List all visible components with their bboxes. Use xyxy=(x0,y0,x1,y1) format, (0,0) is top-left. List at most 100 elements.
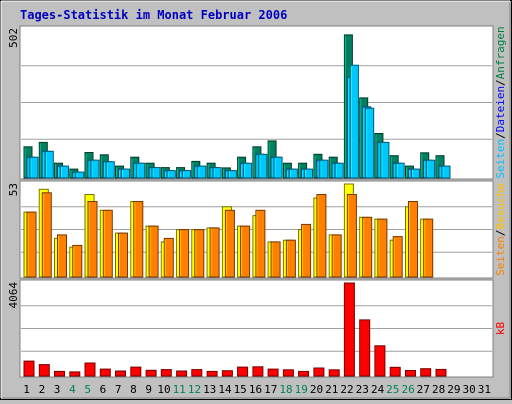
legend-item: Seiten xyxy=(494,139,507,179)
bar-kb-kb-day-15 xyxy=(237,366,249,377)
bar-requests-seiten-day-19 xyxy=(304,168,314,179)
bar-requests-seiten-day-27 xyxy=(426,159,436,179)
bar-kb-kb-day-5 xyxy=(84,362,96,377)
bar-requests-seiten-day-6 xyxy=(105,161,115,179)
x-tick-label-day-19: 19 xyxy=(295,383,308,396)
x-tick-label-day-21: 21 xyxy=(325,383,338,396)
x-tick-label-day-15: 15 xyxy=(234,383,247,396)
bar-kb-kb-day-14 xyxy=(221,370,233,377)
x-tick-label-day-10: 10 xyxy=(157,383,170,396)
bar-requests-seiten-day-5 xyxy=(90,159,100,179)
x-tick-label-day-9: 9 xyxy=(145,383,152,396)
bar-requests-seiten-day-11 xyxy=(182,170,192,179)
x-tick-label-day-23: 23 xyxy=(356,383,369,396)
bar-kb-kb-day-21 xyxy=(328,369,340,377)
bar-kb-kb-day-17 xyxy=(267,368,279,377)
x-tick-label-day-4: 4 xyxy=(69,383,76,396)
bar-requests-seiten-day-3 xyxy=(60,165,69,179)
bar-requests-seiten-day-7 xyxy=(121,168,130,179)
x-tick-label-day-13: 13 xyxy=(203,383,216,396)
bar-kb-kb-day-20 xyxy=(313,367,325,377)
x-tick-label-day-22: 22 xyxy=(340,383,353,396)
bar-requests-seiten-day-1 xyxy=(29,156,39,179)
legend-item: Anfragen xyxy=(494,26,507,79)
bar-visits-seiten-day-1 xyxy=(26,211,37,278)
bar-visits-seiten-day-19 xyxy=(301,223,312,278)
bar-visits-seiten-day-14 xyxy=(224,209,235,278)
bar-visits-seiten-day-15 xyxy=(240,225,251,278)
bar-kb-kb-day-9 xyxy=(145,369,157,377)
bar-visits-seiten-day-20 xyxy=(316,194,327,278)
legend-separator: / xyxy=(494,229,507,236)
x-tick-label-day-2: 2 xyxy=(39,383,46,396)
bar-requests-seiten-day-10 xyxy=(166,170,176,179)
legend-requests: Seiten/Dateien/Anfragen xyxy=(494,26,507,178)
panel-requests: 502 xyxy=(7,25,494,180)
bar-requests-seiten-day-4 xyxy=(75,171,85,179)
bar-visits-seiten-day-11 xyxy=(179,229,190,278)
x-axis-labels: 1 2 3 4 5 6 7 8 9 10 11 12 13 14 15 16 17 18 19 20 21 22 23 24 2… xyxy=(23,383,491,396)
bar-kb-kb-day-13 xyxy=(206,370,218,377)
bar-requests-seiten-day-9 xyxy=(151,167,161,179)
bar-kb-kb-day-25 xyxy=(389,366,401,377)
bar-visits-seiten-day-16 xyxy=(255,209,266,278)
x-tick-label-day-26: 26 xyxy=(401,383,414,396)
x-tick-label-day-25: 25 xyxy=(386,383,399,396)
x-tick-label-day-7: 7 xyxy=(115,383,122,396)
bar-requests-seiten-day-2 xyxy=(44,150,54,179)
x-tick-label-day-20: 20 xyxy=(310,383,323,396)
bar-requests-seiten-day-15 xyxy=(243,162,253,179)
x-tick-label-day-11: 11 xyxy=(173,383,186,396)
x-tick-label-day-14: 14 xyxy=(218,383,232,396)
bar-requests-seiten-day-18 xyxy=(288,168,298,179)
legend-item: Besuche xyxy=(494,183,507,229)
x-tick-label-day-31: 31 xyxy=(478,383,491,396)
chart-title: Tages-Statistik im Monat Februar 2006 xyxy=(20,8,287,22)
x-tick-label-day-1: 1 xyxy=(23,383,30,396)
bar-kb-kb-day-27 xyxy=(420,368,432,377)
bar-requests-seiten-day-14 xyxy=(227,170,237,179)
bar-kb-kb-day-4 xyxy=(69,371,81,377)
bar-kb-kb-day-19 xyxy=(298,370,310,377)
x-tick-label-day-17: 17 xyxy=(264,383,277,396)
bar-visits-seiten-day-13 xyxy=(209,227,220,278)
bar-visits-seiten-day-6 xyxy=(102,209,113,278)
bar-kb-kb-day-11 xyxy=(176,370,188,377)
bar-requests-seiten-day-24 xyxy=(380,141,390,179)
bar-kb-kb-day-1 xyxy=(23,360,35,377)
bar-visits-seiten-day-23 xyxy=(362,216,373,278)
legend-item: Seiten xyxy=(494,236,507,276)
legend-separator: / xyxy=(494,132,507,139)
bar-kb-kb-day-3 xyxy=(54,370,65,377)
legend-item: Dateien xyxy=(494,86,507,132)
bar-visits-seiten-day-12 xyxy=(194,229,205,278)
bar-kb-kb-day-7 xyxy=(115,370,126,377)
legend-separator: / xyxy=(494,79,507,86)
x-tick-label-day-18: 18 xyxy=(279,383,292,396)
bar-kb-kb-day-2 xyxy=(38,364,50,377)
x-tick-label-day-28: 28 xyxy=(432,383,445,396)
panel-visits: 53 xyxy=(7,180,494,279)
bar-requests-seiten-day-22 xyxy=(349,64,359,179)
bar-kb-kb-day-16 xyxy=(252,366,264,377)
bar-visits-seiten-day-24 xyxy=(377,218,388,278)
bar-kb-kb-day-26 xyxy=(405,370,416,377)
bar-requests-seiten-day-13 xyxy=(212,167,222,179)
bar-visits-seiten-day-17 xyxy=(270,241,281,278)
x-tick-label-day-30: 30 xyxy=(462,383,475,396)
bar-requests-seiten-day-8 xyxy=(136,162,146,179)
bar-visits-seiten-day-27 xyxy=(423,218,434,278)
x-tick-label-day-29: 29 xyxy=(447,383,460,396)
bar-visits-seiten-day-26 xyxy=(408,201,418,278)
y-max-label: 4064 xyxy=(7,282,20,309)
bar-visits-seiten-day-3 xyxy=(57,234,67,278)
bar-visits-seiten-day-7 xyxy=(118,232,128,278)
bar-visits-seiten-day-5 xyxy=(87,201,98,278)
y-max-label: 502 xyxy=(7,28,20,48)
bar-requests-seiten-day-16 xyxy=(258,153,268,179)
x-tick-label-day-5: 5 xyxy=(84,383,91,396)
bar-requests-seiten-day-26 xyxy=(411,168,420,179)
bar-requests-seiten-day-25 xyxy=(395,162,405,179)
